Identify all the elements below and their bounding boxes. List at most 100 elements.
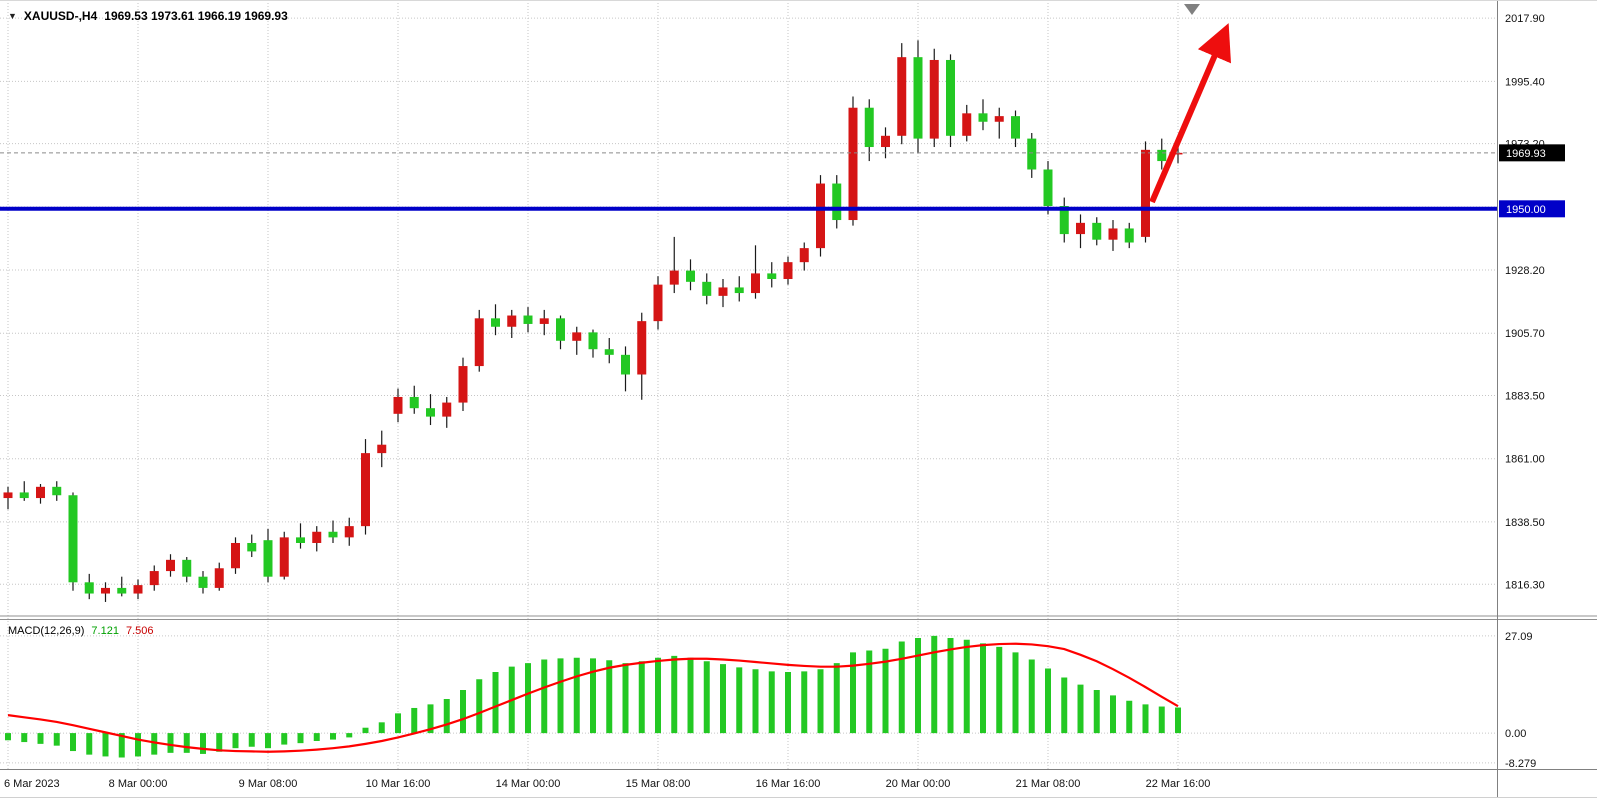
candle-body bbox=[848, 107, 858, 221]
x-axis-label: 8 Mar 00:00 bbox=[109, 778, 168, 790]
macd-axis-label: 27.09 bbox=[1505, 631, 1533, 643]
candle-body bbox=[539, 318, 549, 324]
candle-body bbox=[344, 526, 354, 538]
candle-body bbox=[751, 273, 760, 294]
candle-body bbox=[328, 531, 338, 538]
candle-body bbox=[296, 537, 305, 543]
macd-axis-label: -8.279 bbox=[1505, 758, 1536, 770]
candle-body bbox=[767, 273, 777, 280]
candle-body bbox=[68, 495, 78, 583]
x-axis-label: 9 Mar 08:00 bbox=[239, 778, 298, 790]
candle-body bbox=[1141, 149, 1150, 237]
candle-body bbox=[19, 492, 29, 499]
macd-signal-line bbox=[7, 642, 1179, 753]
price-axis-label: 1928.20 bbox=[1505, 265, 1545, 277]
candle-body bbox=[686, 270, 695, 282]
macd-label: MACD(12,26,9) 7.121 7.506 bbox=[8, 625, 153, 637]
candle-body bbox=[279, 537, 289, 577]
candle-body bbox=[718, 287, 728, 296]
svg-text:1950.00: 1950.00 bbox=[1506, 204, 1546, 216]
candle-body bbox=[84, 582, 94, 594]
symbol-dropdown-icon[interactable]: ▼ bbox=[8, 10, 17, 21]
gray-marker-icon[interactable] bbox=[1184, 4, 1200, 15]
macd-signal-value: 7.506 bbox=[125, 625, 154, 637]
candle-body bbox=[653, 284, 663, 322]
price-axis-label: 1816.30 bbox=[1505, 579, 1545, 591]
price-axis-label: 1995.40 bbox=[1505, 76, 1545, 88]
price-axis-label: 1861.00 bbox=[1505, 454, 1545, 466]
x-axis-label: 16 Mar 16:00 bbox=[756, 778, 821, 790]
candle-body bbox=[881, 135, 890, 148]
candle-body bbox=[1124, 228, 1134, 243]
candle-body bbox=[669, 270, 679, 285]
candle-body bbox=[214, 568, 224, 588]
candle-body bbox=[52, 486, 62, 496]
candle-body bbox=[734, 287, 744, 294]
x-axis-label: 10 Mar 16:00 bbox=[366, 778, 431, 790]
candle-body bbox=[361, 453, 370, 527]
symbol-ohlc: 1969.53 1973.61 1966.19 1969.93 bbox=[104, 9, 288, 23]
candle-body bbox=[864, 107, 874, 148]
candle-body bbox=[1011, 116, 1020, 139]
x-axis-label: 6 Mar 2023 bbox=[4, 778, 60, 790]
candle-body bbox=[832, 183, 842, 221]
candle-body bbox=[556, 318, 565, 341]
candle-body bbox=[491, 318, 500, 327]
candle-body bbox=[117, 587, 127, 594]
x-axis-label: 20 Mar 00:00 bbox=[886, 778, 951, 790]
candle-body bbox=[312, 531, 322, 543]
candle-body bbox=[507, 315, 517, 327]
x-axis-label: 15 Mar 08:00 bbox=[626, 778, 691, 790]
candle-body bbox=[377, 444, 387, 454]
candle-body bbox=[263, 540, 273, 577]
macd-main-value: 7.121 bbox=[91, 625, 119, 637]
candle-body bbox=[621, 354, 630, 375]
candle-body bbox=[962, 113, 972, 136]
candle-body bbox=[783, 262, 793, 280]
candle-body bbox=[458, 366, 468, 403]
candle-body bbox=[994, 116, 1004, 122]
candle-body bbox=[36, 486, 45, 499]
candle-body bbox=[1059, 206, 1069, 235]
candle-body bbox=[913, 57, 923, 139]
candle-body bbox=[702, 281, 712, 296]
candle-body bbox=[978, 113, 988, 122]
candle-body bbox=[523, 315, 533, 324]
candle-body bbox=[897, 57, 907, 136]
trend-arrow[interactable] bbox=[1149, 23, 1231, 204]
price-axis-label: 1905.70 bbox=[1505, 328, 1545, 340]
candle-body bbox=[3, 492, 13, 499]
candle-body bbox=[1108, 228, 1118, 240]
price-axis-label: 1883.50 bbox=[1505, 391, 1545, 403]
candle-body bbox=[149, 571, 159, 586]
candle-body bbox=[426, 408, 435, 417]
symbol-name: XAUUSD-,H4 bbox=[23, 9, 98, 23]
candle-body bbox=[166, 559, 175, 572]
candle-body bbox=[101, 587, 110, 594]
candle-body bbox=[604, 349, 614, 355]
candle-body bbox=[393, 396, 403, 414]
candle-body bbox=[929, 59, 939, 139]
price-axis-label: 1838.50 bbox=[1505, 517, 1545, 529]
candle-body bbox=[133, 585, 143, 594]
candle-body bbox=[1157, 149, 1167, 162]
candle-body bbox=[572, 332, 582, 341]
candle-body bbox=[182, 559, 192, 577]
candle-body bbox=[946, 59, 955, 136]
candle-body bbox=[1173, 152, 1183, 155]
x-axis-label: 14 Mar 00:00 bbox=[496, 778, 561, 790]
svg-text:1969.93: 1969.93 bbox=[1506, 148, 1546, 160]
candle-body bbox=[247, 542, 257, 552]
candle-body bbox=[442, 402, 452, 417]
candle-body bbox=[231, 542, 240, 569]
candle-body bbox=[637, 321, 647, 375]
chart-title: ▼ XAUUSD-,H4 1969.53 1973.61 1966.19 196… bbox=[8, 9, 288, 23]
candle-body bbox=[816, 183, 825, 249]
macd-indicator-name: MACD(12,26,9) bbox=[8, 625, 85, 637]
candle-body bbox=[474, 318, 484, 367]
candle-body bbox=[588, 332, 598, 350]
x-axis-label: 21 Mar 08:00 bbox=[1016, 778, 1081, 790]
x-axis-label: 22 Mar 16:00 bbox=[1146, 778, 1211, 790]
